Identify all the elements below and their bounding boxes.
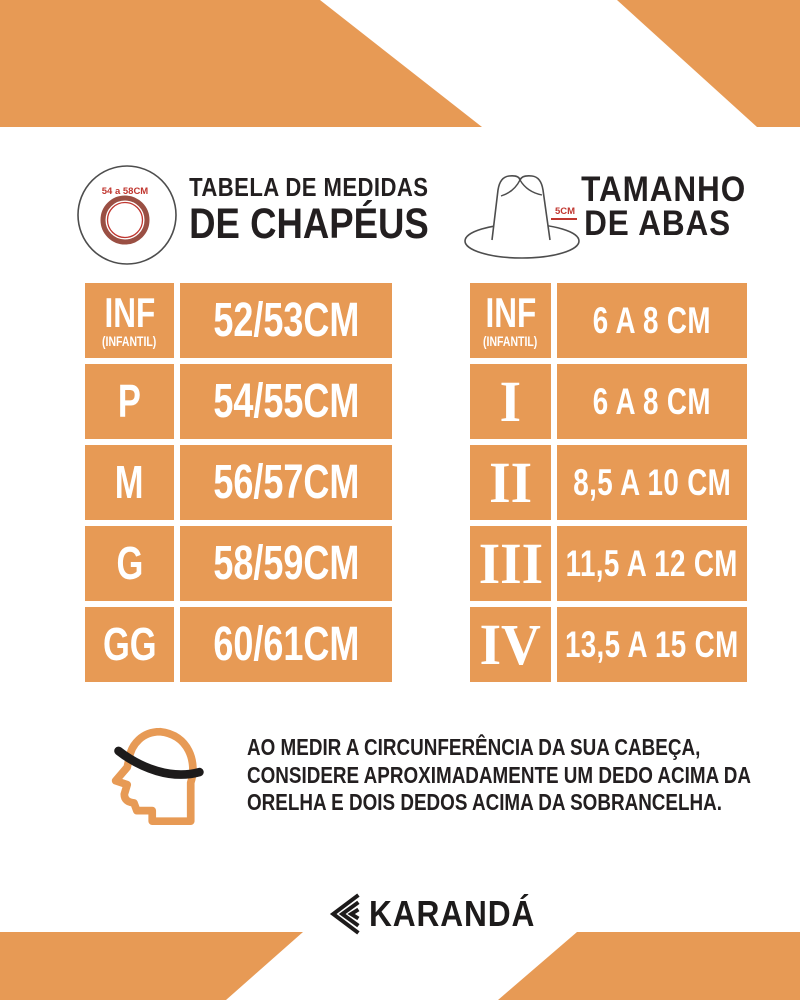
brim-size-title-line1: TAMANHO — [581, 170, 747, 209]
size-label-cell: G — [85, 526, 174, 601]
brim-label: IV — [479, 611, 542, 677]
hat-size-title: TABELA DE MEDIDAS DE CHAPÉUS — [168, 174, 429, 246]
brim-value: 6 A 8 CM — [592, 380, 712, 422]
brim-label-cell: I — [470, 364, 551, 439]
brim-label-cell: II — [470, 445, 551, 520]
size-label: INF — [104, 288, 155, 336]
hat-size-title-line1: TABELA DE MEDIDAS — [189, 172, 429, 202]
size-value-cell: 52/53CM — [180, 283, 392, 358]
top-right-banner-shape — [617, 0, 800, 127]
size-value: 54/55CM — [212, 374, 360, 428]
brim-value-cell: 6 A 8 CM — [557, 283, 747, 358]
note-line-1: AO MEDIR A CIRCUNFERÊNCIA DA SUA CABEÇA, — [247, 734, 701, 760]
size-label-cell: P — [85, 364, 174, 439]
brim-value: 11,5 A 12 CM — [565, 542, 739, 584]
size-value: 60/61CM — [212, 617, 360, 671]
size-value-cell: 54/55CM — [180, 364, 392, 439]
brim-value-cell: 13,5 A 15 CM — [557, 607, 747, 682]
size-label-cell: M — [85, 445, 174, 520]
brim-label: III — [478, 530, 543, 596]
brim-label-cell: III — [470, 526, 551, 601]
brand-name: KARANDÁ — [369, 893, 536, 934]
brim-value-cell: 8,5 A 10 CM — [557, 445, 747, 520]
size-value-cell: 60/61CM — [180, 607, 392, 682]
bottom-right-banner-shape — [498, 932, 800, 1000]
brim-value: 13,5 A 15 CM — [565, 623, 739, 665]
bottom-left-banner-shape — [0, 932, 303, 1000]
brim-width-label: 5CM — [555, 206, 575, 217]
measurement-note: AO MEDIR A CIRCUNFERÊNCIA DA SUA CABEÇA,… — [202, 734, 751, 817]
hat-size-table: INF (INFANTIL) 52/53CM P 54/55CM M 56/57… — [85, 283, 392, 682]
brim-label: II — [489, 449, 532, 515]
brim-value-cell: 6 A 8 CM — [557, 364, 747, 439]
size-sublabel: (INFANTIL) — [102, 332, 157, 349]
brim-value-cell: 11,5 A 12 CM — [557, 526, 747, 601]
size-label: P — [117, 374, 142, 427]
brim-label-cell: IV — [470, 607, 551, 682]
size-label: GG — [102, 617, 157, 670]
size-label-cell: INF (INFANTIL) — [85, 283, 174, 358]
hat-top-view-icon: 54 a 58CM — [77, 165, 177, 265]
size-value: 52/53CM — [212, 293, 360, 347]
brim-sublabel: (INFANTIL) — [483, 332, 538, 349]
note-line-3: ORELHA E DOIS DEDOS ACIMA DA SOBRANCELHA… — [247, 789, 723, 815]
size-label: G — [116, 536, 143, 589]
karanda-chevron-icon — [329, 893, 360, 935]
brim-value: 6 A 8 CM — [592, 299, 712, 341]
size-label-cell: GG — [85, 607, 174, 682]
brim-value: 8,5 A 10 CM — [573, 461, 731, 503]
brim-label-cell: INF (INFANTIL) — [470, 283, 551, 358]
hat-size-title-line2: DE CHAPÉUS — [189, 200, 429, 248]
note-line-2: CONSIDERE APROXIMADAMENTE UM DEDO ACIMA … — [247, 761, 751, 788]
measuring-head-icon — [111, 727, 204, 826]
head-circumference-label: 54 a 58CM — [102, 186, 149, 197]
brim-size-title-line2: DE ABAS — [584, 204, 732, 243]
size-value: 58/59CM — [212, 536, 360, 590]
size-value-cell: 56/57CM — [180, 445, 392, 520]
size-value-cell: 58/59CM — [180, 526, 392, 601]
top-left-banner-shape — [0, 0, 482, 127]
brim-label: INF — [485, 288, 536, 336]
fedora-hat-icon: 5CM — [464, 175, 580, 259]
brim-size-table: INF (INFANTIL) 6 A 8 CM I 6 A 8 CM II 8,… — [470, 283, 747, 682]
brim-size-title: TAMANHO DE ABAS — [572, 170, 747, 243]
size-value: 56/57CM — [212, 455, 360, 509]
brand-logo: KARANDÁ — [326, 888, 558, 940]
size-label: M — [115, 455, 144, 508]
brim-label: I — [499, 368, 522, 434]
